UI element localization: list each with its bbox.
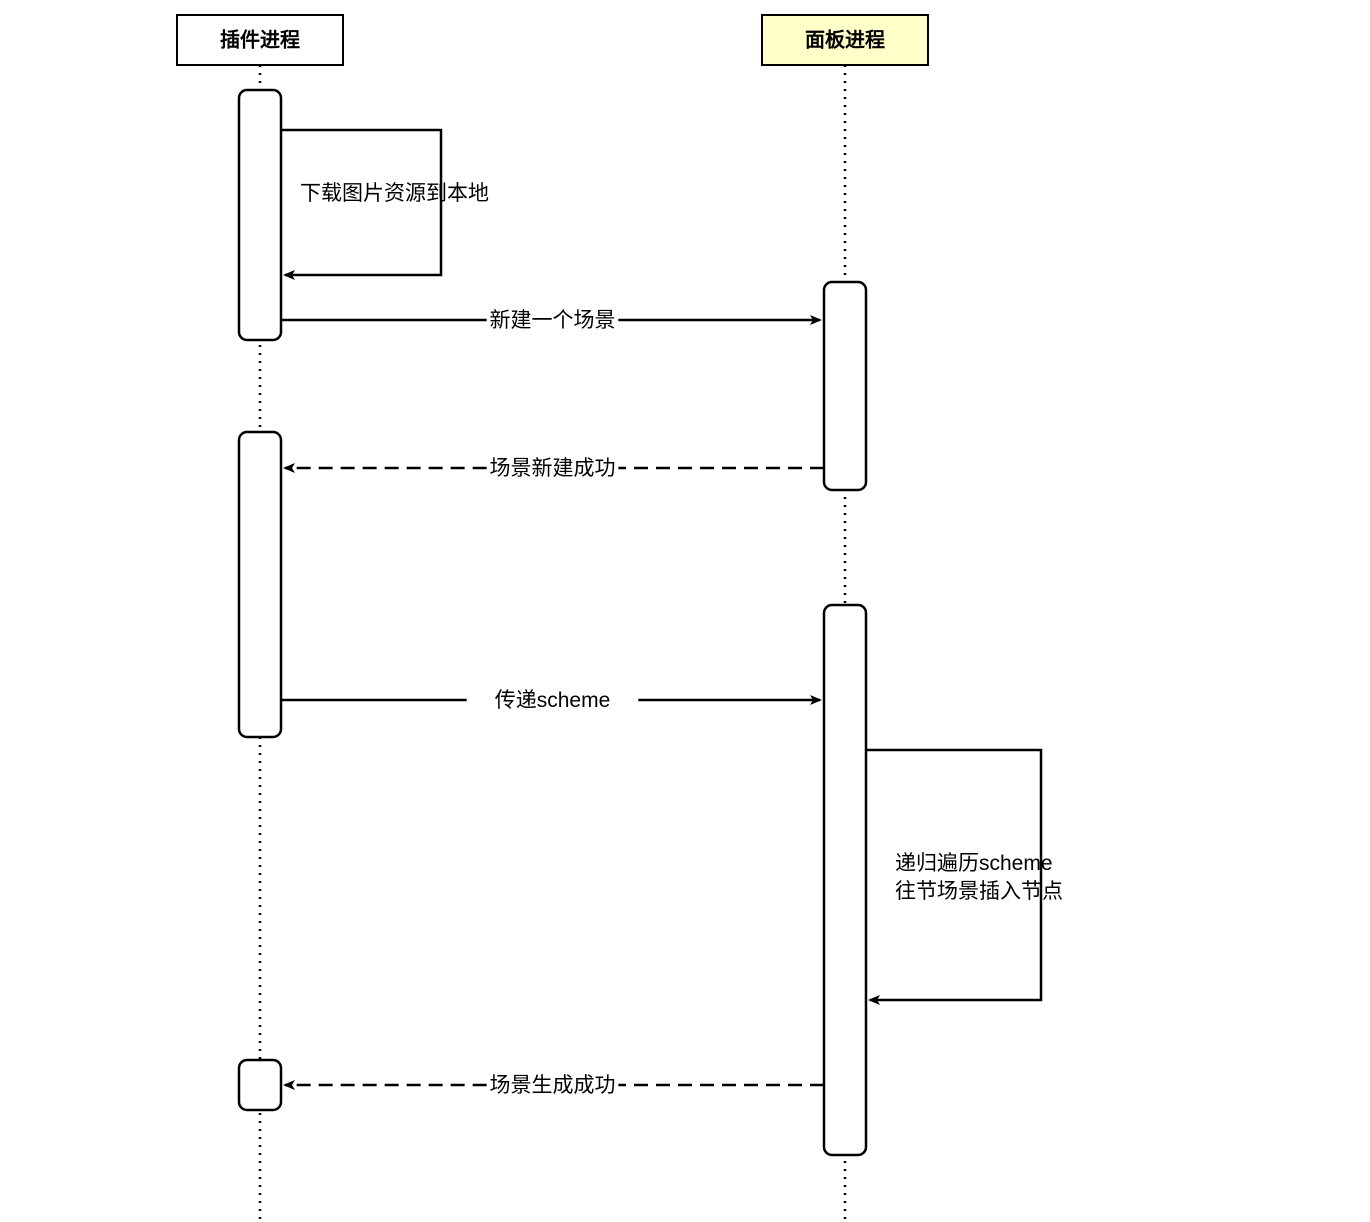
activation-panel-3	[824, 605, 866, 1155]
msg-label-2: 场景新建成功	[490, 457, 616, 480]
msg-label-3: 传递scheme	[495, 689, 611, 712]
activation-plugin-4	[239, 1060, 281, 1110]
msg-label-4-0: 递归遍历scheme	[895, 852, 1053, 875]
activation-plugin-2	[239, 432, 281, 737]
msg-label-4-1: 往节场景插入节点	[895, 880, 1063, 903]
self-msg-4	[866, 750, 1041, 1000]
msg-label-0: 下载图片资源到本地	[300, 182, 489, 205]
activation-plugin-0	[239, 90, 281, 340]
msg-label-1: 新建一个场景	[490, 309, 616, 332]
participant-label-plugin: 插件进程	[220, 27, 300, 51]
activation-panel-1	[824, 282, 866, 490]
participant-label-panel: 面板进程	[805, 27, 885, 51]
msg-label-5: 场景生成成功	[490, 1074, 616, 1097]
sequence-diagram: 插件进程 面板进程下载图片资源到本地新建一个场景场景新建成功传递scheme 递归遍…	[0, 0, 1370, 1222]
